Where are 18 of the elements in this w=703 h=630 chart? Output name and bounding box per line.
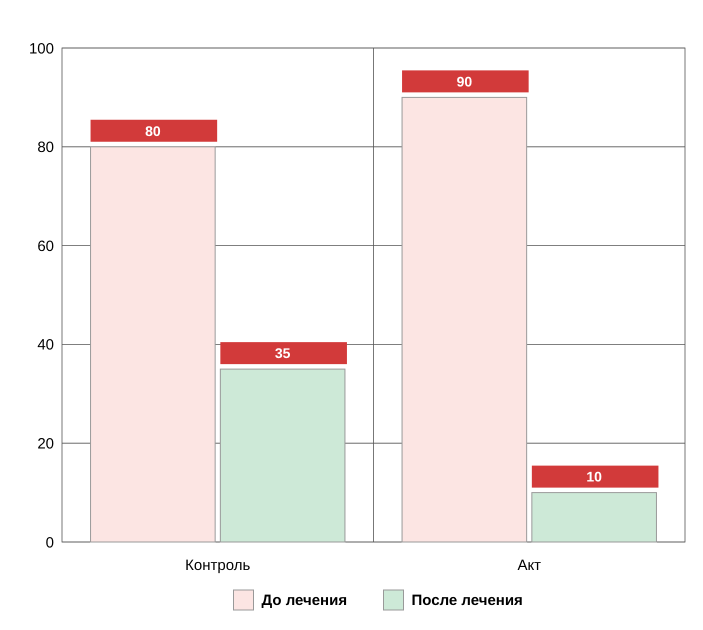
legend-label: До лечения (262, 592, 348, 609)
y-tick-label: 40 (37, 336, 54, 354)
bar (90, 146, 216, 542)
bar (531, 492, 657, 542)
bar (402, 96, 528, 542)
y-tick-label: 80 (37, 139, 54, 156)
data-label: 90 (456, 73, 472, 90)
bar (220, 368, 346, 542)
y-tick-label: 60 (37, 238, 54, 255)
data-label: 10 (586, 468, 602, 485)
x-tick-label: Контроль (185, 557, 251, 574)
legend-label: После лечения (412, 592, 523, 609)
data-label: 80 (145, 122, 161, 139)
y-tick-label: 0 (46, 534, 54, 552)
data-label: 35 (274, 345, 291, 362)
x-tick-label: Акт (517, 557, 542, 574)
y-tick-label: 100 (28, 40, 54, 58)
y-tick-label: 20 (37, 435, 54, 452)
